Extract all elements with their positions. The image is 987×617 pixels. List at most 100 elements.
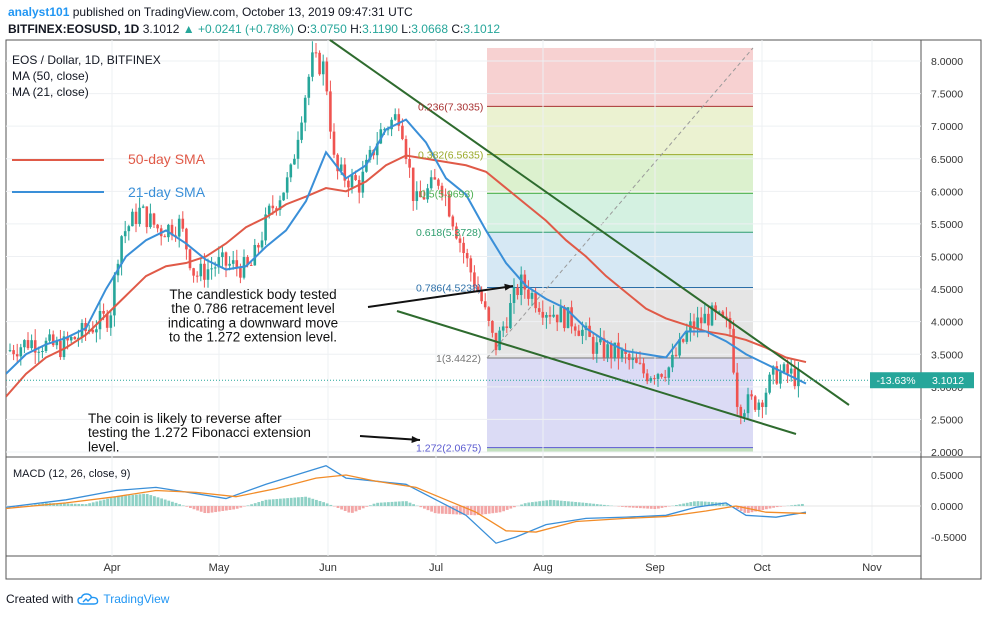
macd-histogram-bar bbox=[653, 506, 657, 510]
macd-histogram-bar bbox=[412, 504, 415, 506]
macd-histogram-bar bbox=[293, 497, 297, 506]
macd-histogram-bar bbox=[660, 506, 664, 508]
candle-body bbox=[404, 139, 408, 160]
macd-histogram-bar bbox=[95, 501, 99, 506]
candle-body bbox=[249, 264, 253, 266]
macd-histogram-bar bbox=[577, 502, 581, 506]
candle-body bbox=[620, 349, 624, 359]
fib-diagonal bbox=[486, 47, 754, 359]
macd-histogram-bar bbox=[358, 506, 361, 510]
candle-body bbox=[725, 316, 728, 318]
candle-body bbox=[570, 307, 573, 327]
candle-body bbox=[325, 61, 329, 92]
macd-histogram-bar bbox=[289, 497, 293, 506]
macd-histogram-bar bbox=[743, 506, 747, 513]
up-arrow-icon: ▲ bbox=[182, 22, 195, 36]
price-tick-label: 3.5000 bbox=[931, 349, 963, 361]
macd-histogram-bar bbox=[361, 506, 365, 509]
candle-body bbox=[368, 149, 372, 160]
macd-histogram-bar bbox=[779, 506, 783, 507]
macd-histogram-bar bbox=[163, 499, 167, 506]
candle-body bbox=[37, 351, 41, 353]
candle-body bbox=[717, 311, 721, 313]
candle-body bbox=[599, 338, 602, 343]
candle-body bbox=[667, 367, 671, 378]
fib-band bbox=[487, 358, 753, 448]
candle-body bbox=[267, 205, 271, 215]
price-tick-label: 5.0000 bbox=[931, 252, 963, 264]
candle-body bbox=[347, 180, 350, 188]
macd-tick-label: 0.5000 bbox=[931, 470, 963, 482]
macd-histogram-bar bbox=[682, 503, 685, 506]
candle-body bbox=[350, 175, 354, 188]
candle-body bbox=[257, 244, 260, 248]
arrow-head bbox=[411, 435, 420, 443]
macd-histogram-bar bbox=[603, 504, 606, 506]
macd-histogram-bar bbox=[491, 506, 495, 514]
candle-body bbox=[519, 274, 523, 296]
macd-histogram-bar bbox=[574, 501, 577, 506]
candle-body bbox=[199, 263, 203, 277]
candle-body bbox=[285, 177, 289, 193]
macd-histogram-bar bbox=[113, 496, 117, 506]
candle-body bbox=[282, 192, 285, 201]
macd-histogram-bar bbox=[423, 506, 426, 509]
macd-histogram-bar bbox=[347, 506, 351, 513]
candle-body bbox=[692, 321, 696, 329]
macd-histogram-bar bbox=[639, 506, 642, 509]
author[interactable]: analyst101 bbox=[8, 5, 70, 19]
macd-histogram-bar bbox=[106, 498, 109, 506]
tradingview-link[interactable]: TradingView bbox=[103, 592, 170, 606]
macd-histogram-bar bbox=[73, 503, 77, 506]
pct-badge-text: -13.63% bbox=[876, 375, 915, 387]
tradingview-cloud-icon bbox=[77, 593, 99, 605]
candle-body bbox=[390, 119, 393, 130]
candle-body bbox=[674, 354, 678, 356]
macd-histogram-bar bbox=[433, 506, 437, 514]
time-axis: Apr May Jun Jul Aug Sep Oct Nov bbox=[103, 562, 882, 574]
macd-histogram-bar bbox=[444, 506, 448, 514]
candle-body bbox=[253, 244, 257, 266]
candle-body bbox=[156, 224, 159, 229]
pct-badge bbox=[870, 372, 922, 389]
candle-body bbox=[62, 336, 66, 358]
candle-body bbox=[127, 226, 131, 232]
macd-histogram-bar bbox=[232, 506, 235, 510]
candle-body bbox=[573, 326, 577, 331]
candle-body bbox=[523, 274, 527, 290]
macd-histogram-bar bbox=[685, 502, 689, 506]
candle-body bbox=[235, 260, 239, 268]
price-tick-label: 7.0000 bbox=[931, 121, 963, 133]
candle-body bbox=[357, 180, 361, 193]
candle-body bbox=[753, 396, 757, 410]
legend: EOS / Dollar, 1D, BITFINEX MA (50, close)… bbox=[12, 53, 206, 200]
macd-histogram-bar bbox=[192, 506, 196, 510]
candle-body bbox=[663, 376, 667, 378]
macd-histogram-bar bbox=[570, 501, 574, 506]
fib-band bbox=[487, 193, 753, 233]
macd-histogram-bar bbox=[495, 506, 498, 513]
candle-body bbox=[779, 371, 782, 384]
candle-body bbox=[210, 268, 213, 270]
candle-body bbox=[332, 131, 336, 155]
macd-histogram-bar bbox=[588, 503, 592, 506]
candle-body bbox=[195, 275, 199, 277]
candle-body bbox=[314, 52, 318, 54]
macd-histogram-bar bbox=[376, 502, 379, 506]
candle-body bbox=[300, 122, 303, 140]
macd-histogram-bar bbox=[19, 506, 23, 507]
candle-body bbox=[48, 334, 51, 341]
candle-body bbox=[681, 339, 685, 342]
candle-body bbox=[617, 342, 620, 359]
fib-band bbox=[487, 154, 753, 194]
macd-histogram-bar bbox=[153, 496, 156, 506]
macd-histogram-bar bbox=[559, 500, 563, 506]
candle-body bbox=[671, 354, 674, 368]
candle-body bbox=[185, 228, 188, 250]
arrow-head bbox=[504, 283, 513, 291]
month-tick-label: Aug bbox=[533, 562, 553, 574]
fib-label: 0.5(5.9693) bbox=[420, 188, 474, 200]
price-tick-label: 8.0000 bbox=[931, 56, 963, 68]
annotation-text: to the 1.272 extension level. bbox=[169, 330, 337, 345]
